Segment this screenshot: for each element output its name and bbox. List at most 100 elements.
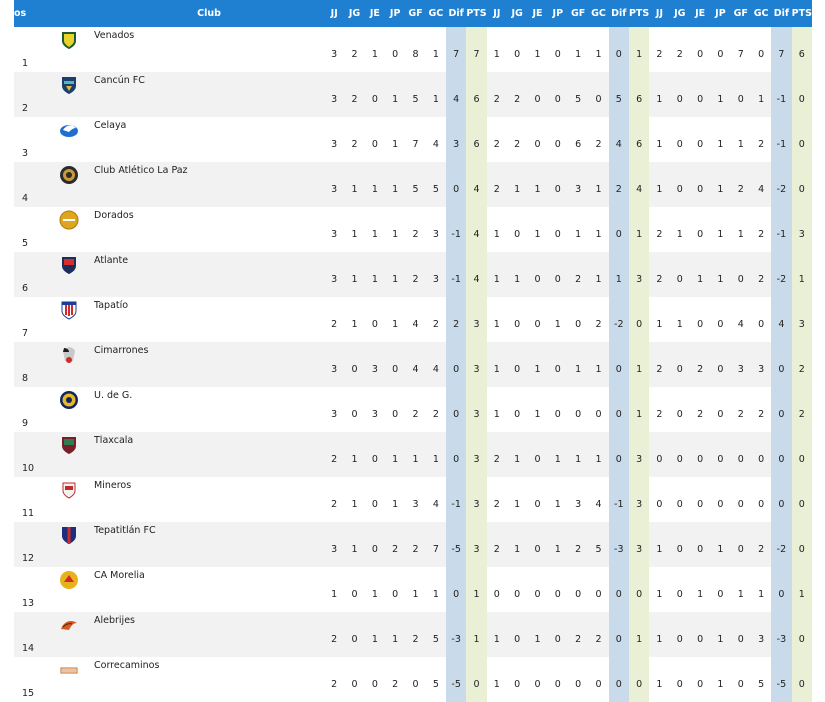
gf-total-cell: 2 bbox=[405, 252, 426, 297]
dif-away-cell: 0 bbox=[771, 432, 792, 477]
morelia-crest-icon[interactable] bbox=[59, 570, 79, 590]
team-name[interactable]: Venados bbox=[94, 27, 325, 72]
team-name[interactable]: Correcaminos bbox=[94, 657, 325, 702]
jg-total-cell: 0 bbox=[344, 612, 365, 657]
header-jj-total[interactable]: JJ bbox=[324, 0, 345, 27]
jp-home-cell: 1 bbox=[547, 477, 568, 522]
team-name[interactable]: Tlaxcala bbox=[94, 432, 325, 477]
jp-home-cell: 0 bbox=[547, 27, 568, 72]
cancun-crest-icon[interactable] bbox=[59, 75, 79, 95]
header-jj-away[interactable]: JJ bbox=[649, 0, 670, 27]
header-dif-home[interactable]: Dif bbox=[608, 0, 629, 27]
tepatitlan-crest-icon[interactable] bbox=[59, 525, 79, 545]
la-paz-crest-icon[interactable] bbox=[59, 165, 79, 185]
jg-home-cell: 0 bbox=[506, 657, 528, 702]
header-dif-away[interactable]: Dif bbox=[771, 0, 792, 27]
udeg-crest-icon[interactable] bbox=[59, 390, 79, 410]
header-je-home[interactable]: JE bbox=[527, 0, 548, 27]
pts-away-cell: 0 bbox=[791, 117, 812, 162]
gf-away-cell: 2 bbox=[730, 387, 751, 432]
team-name[interactable]: Club Atlético La Paz bbox=[94, 162, 325, 207]
team-name[interactable]: Mineros bbox=[94, 477, 325, 522]
header-jp-total[interactable]: JP bbox=[385, 0, 406, 27]
header-gf-home[interactable]: GF bbox=[567, 0, 589, 27]
gf-away-cell: 0 bbox=[730, 657, 751, 702]
dorados-crest-icon[interactable] bbox=[59, 210, 79, 230]
venados-crest-icon[interactable] bbox=[59, 30, 79, 50]
tapatio-crest-icon[interactable] bbox=[59, 300, 79, 320]
jp-total-cell: 1 bbox=[385, 432, 406, 477]
table-row[interactable]: 6 Atlante 3 1 1 1 2 3 -1 4 1 1 0 0 2 1 1 3 2 0 1 1 0 2 -2 1 bbox=[14, 252, 812, 297]
correcaminos-crest-icon[interactable] bbox=[59, 660, 79, 680]
team-name[interactable]: Cimarrones bbox=[94, 342, 325, 387]
jj-away-cell: 0 bbox=[649, 477, 670, 522]
tlaxcala-crest-icon[interactable] bbox=[59, 435, 79, 455]
table-row[interactable]: 5 Dorados 3 1 1 1 2 3 -1 4 1 0 1 0 1 1 0 1 2 1 0 1 1 2 -1 3 bbox=[14, 207, 812, 252]
table-row[interactable]: 13 CA Morelia 1 0 1 0 1 1 0 1 0 0 0 0 0 0 0 0 1 0 1 0 1 1 0 1 bbox=[14, 567, 812, 612]
header-pts-home[interactable]: PTS bbox=[628, 0, 650, 27]
header-je-total[interactable]: JE bbox=[364, 0, 386, 27]
header-jp-away[interactable]: JP bbox=[710, 0, 731, 27]
table-row[interactable]: 14 Alebrijes 2 0 1 1 2 5 -3 1 1 0 1 0 2 2 0 1 1 0 0 1 0 3 -3 0 bbox=[14, 612, 812, 657]
table-row[interactable]: 11 Mineros 2 1 0 1 3 4 -1 3 2 1 0 1 3 4 -1 3 0 0 0 0 0 0 0 0 bbox=[14, 477, 812, 522]
header-pts-total[interactable]: PTS bbox=[466, 0, 487, 27]
team-logo-cell bbox=[44, 207, 94, 252]
table-row[interactable]: 1 Venados 3 2 1 0 8 1 7 7 1 0 1 0 1 1 0 1 2 2 0 0 7 0 7 6 bbox=[14, 27, 812, 72]
header-jg-home[interactable]: JG bbox=[506, 0, 528, 27]
gc-total-cell: 2 bbox=[425, 387, 446, 432]
jp-away-cell: 0 bbox=[710, 27, 731, 72]
table-row[interactable]: 15 Correcaminos 2 0 0 2 0 5 -5 0 1 0 0 0 0 0 0 0 1 0 0 1 0 5 -5 0 bbox=[14, 657, 812, 702]
table-row[interactable]: 8 Cimarrones 3 0 3 0 4 4 0 3 1 0 1 0 1 1 0 1 2 0 2 0 3 3 0 2 bbox=[14, 342, 812, 387]
team-name[interactable]: Cancún FC bbox=[94, 72, 325, 117]
cimarrones-crest-icon[interactable] bbox=[59, 345, 79, 365]
table-row[interactable]: 9 U. de G. 3 0 3 0 2 2 0 3 1 0 1 0 0 0 0 1 2 0 2 0 2 2 0 2 bbox=[14, 387, 812, 432]
header-gc-away[interactable]: GC bbox=[750, 0, 772, 27]
header-dif-total[interactable]: Dif bbox=[446, 0, 467, 27]
je-away-cell: 1 bbox=[689, 567, 711, 612]
table-row[interactable]: 4 Club Atlético La Paz 3 1 1 1 5 5 0 4 2 1 1 0 3 1 2 4 1 0 0… bbox=[14, 162, 812, 207]
team-logo-cell bbox=[44, 567, 94, 612]
header-jp-home[interactable]: JP bbox=[547, 0, 568, 27]
table-row[interactable]: 3 Celaya 3 2 0 1 7 4 3 6 2 2 0 0 6 2 4 6 1 0 0 1 1 2 -1 0 bbox=[14, 117, 812, 162]
je-total-cell: 1 bbox=[364, 612, 386, 657]
mineros-crest-icon[interactable] bbox=[59, 480, 79, 500]
pts-home-cell: 3 bbox=[628, 522, 650, 567]
header-je-away[interactable]: JE bbox=[689, 0, 711, 27]
header-gc-home[interactable]: GC bbox=[588, 0, 609, 27]
team-name[interactable]: Dorados bbox=[94, 207, 325, 252]
pts-away-cell: 2 bbox=[791, 387, 812, 432]
jj-total-cell: 3 bbox=[324, 207, 345, 252]
jg-total-cell: 0 bbox=[344, 567, 365, 612]
header-jg-total[interactable]: JG bbox=[344, 0, 365, 27]
dif-total-cell: 2 bbox=[446, 297, 467, 342]
gc-total-cell: 7 bbox=[425, 522, 446, 567]
header-jg-away[interactable]: JG bbox=[669, 0, 690, 27]
header-pts-away[interactable]: PTS bbox=[791, 0, 812, 27]
team-name[interactable]: Tepatitlán FC bbox=[94, 522, 325, 567]
team-name[interactable]: Atlante bbox=[94, 252, 325, 297]
header-gf-total[interactable]: GF bbox=[405, 0, 426, 27]
jp-total-cell: 1 bbox=[385, 72, 406, 117]
table-row[interactable]: 10 Tlaxcala 2 1 0 1 1 1 0 3 2 1 0 1 1 1 0 3 0 0 0 0 0 0 0 0 bbox=[14, 432, 812, 477]
team-name[interactable]: Tapatío bbox=[94, 297, 325, 342]
header-gf-away[interactable]: GF bbox=[730, 0, 751, 27]
je-home-cell: 1 bbox=[527, 387, 548, 432]
header-jj-home[interactable]: JJ bbox=[486, 0, 507, 27]
pts-away-cell: 3 bbox=[791, 207, 812, 252]
header-gc-total[interactable]: GC bbox=[425, 0, 446, 27]
jp-total-cell: 1 bbox=[385, 162, 406, 207]
team-name[interactable]: Celaya bbox=[94, 117, 325, 162]
team-name[interactable]: U. de G. bbox=[94, 387, 325, 432]
team-name[interactable]: Alebrijes bbox=[94, 612, 325, 657]
table-row[interactable]: 12 Tepatitlán FC 3 1 0 2 2 7 -5 3 2 1 0 1 2 5 -3 3 1 0 0 1 0 2-… bbox=[14, 522, 812, 567]
alebrijes-crest-icon[interactable] bbox=[59, 615, 79, 635]
atlante-crest-icon[interactable] bbox=[59, 255, 79, 275]
jp-away-cell: 0 bbox=[710, 342, 731, 387]
table-row[interactable]: 7 Tapatío 2 1 0 1 4 2 2 3 1 0 0 1 0 2 -2 0 1 1 0 0 4 0 4 3 bbox=[14, 297, 812, 342]
jj-home-cell: 1 bbox=[486, 612, 507, 657]
gc-total-cell: 2 bbox=[425, 297, 446, 342]
header-club[interactable]: Club bbox=[94, 0, 325, 27]
celaya-crest-icon[interactable] bbox=[59, 120, 79, 140]
table-row[interactable]: 2 Cancún FC 3 2 0 1 5 1 4 6 2 2 0 0 5 0 5 6 1 0 0 1 0 1 -1 0 bbox=[14, 72, 812, 117]
team-name[interactable]: CA Morelia bbox=[94, 567, 325, 612]
